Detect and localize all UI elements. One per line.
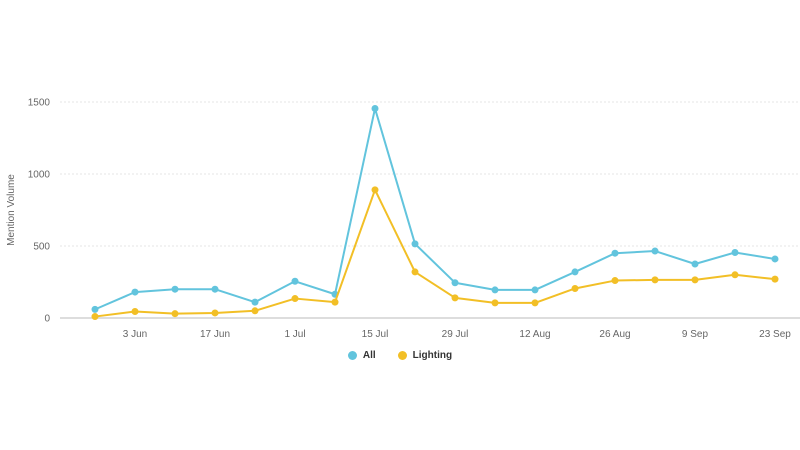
data-point[interactable] <box>291 295 299 303</box>
data-point[interactable] <box>651 276 659 284</box>
grid-lines <box>60 101 800 319</box>
legend-marker <box>397 351 407 360</box>
legend-label: All <box>362 350 376 361</box>
data-point[interactable] <box>691 276 699 284</box>
y-tick-label: 0 <box>44 314 50 325</box>
x-tick-label: 9 Sep <box>682 329 709 340</box>
y-axis-title: Mention Volume <box>6 174 17 246</box>
series-line-all <box>94 107 776 311</box>
data-point[interactable] <box>611 249 619 257</box>
data-point[interactable] <box>91 305 99 313</box>
data-point[interactable] <box>171 310 179 318</box>
data-point[interactable] <box>251 298 259 306</box>
series-line-lighting <box>94 188 776 318</box>
data-point[interactable] <box>291 277 299 285</box>
x-tick-label: 29 Jul <box>442 329 469 340</box>
data-point[interactable] <box>651 247 659 255</box>
data-point[interactable] <box>531 286 539 294</box>
data-point[interactable] <box>491 286 499 294</box>
data-point[interactable] <box>211 285 219 293</box>
data-point[interactable] <box>331 298 339 306</box>
data-point[interactable] <box>91 313 99 321</box>
x-axis-ticks: 3 Jun 17 Jun 1 Jul 15 Jul 29 Jul 12 Aug 26 Aug… <box>123 329 792 340</box>
x-tick-label: 1 Jul <box>284 329 305 340</box>
data-point[interactable] <box>491 299 499 307</box>
x-tick-label: 3 Jun <box>123 329 147 340</box>
data-point[interactable] <box>131 308 139 316</box>
data-point[interactable] <box>451 279 459 287</box>
data-point[interactable] <box>251 307 259 315</box>
series-all <box>91 104 779 313</box>
data-point[interactable] <box>731 271 739 279</box>
data-point[interactable] <box>611 277 619 285</box>
data-point[interactable] <box>531 299 539 307</box>
data-point[interactable] <box>771 255 779 263</box>
legend-marker <box>347 351 357 360</box>
y-tick-label: 1000 <box>28 170 51 181</box>
data-point[interactable] <box>171 285 179 293</box>
legend-item-all[interactable]: All <box>347 350 376 361</box>
legend-item-lighting[interactable]: Lighting <box>397 350 453 361</box>
data-point[interactable] <box>411 268 419 276</box>
data-point[interactable] <box>411 240 419 248</box>
y-tick-label: 1500 <box>28 98 51 109</box>
data-point[interactable] <box>371 104 379 112</box>
x-tick-label: 23 Sep <box>759 329 791 340</box>
x-tick-label: 12 Aug <box>519 329 550 340</box>
data-point[interactable] <box>691 260 699 268</box>
data-point[interactable] <box>731 248 739 256</box>
y-tick-label: 500 <box>33 242 50 253</box>
data-point[interactable] <box>131 288 139 296</box>
x-tick-label: 15 Jul <box>362 329 389 340</box>
x-tick-label: 17 Jun <box>200 329 230 340</box>
data-point[interactable] <box>771 275 779 283</box>
data-point[interactable] <box>451 294 459 302</box>
x-tick-label: 26 Aug <box>599 329 630 340</box>
series-lighting <box>91 186 779 321</box>
data-point[interactable] <box>571 284 579 292</box>
data-point[interactable] <box>211 309 219 317</box>
data-point[interactable] <box>371 186 379 194</box>
legend: All Lighting <box>0 350 800 361</box>
y-axis-ticks: 0 500 1000 1500 <box>28 98 51 325</box>
series-layer <box>91 104 779 321</box>
data-point[interactable] <box>571 268 579 276</box>
legend-label: Lighting <box>412 350 453 361</box>
